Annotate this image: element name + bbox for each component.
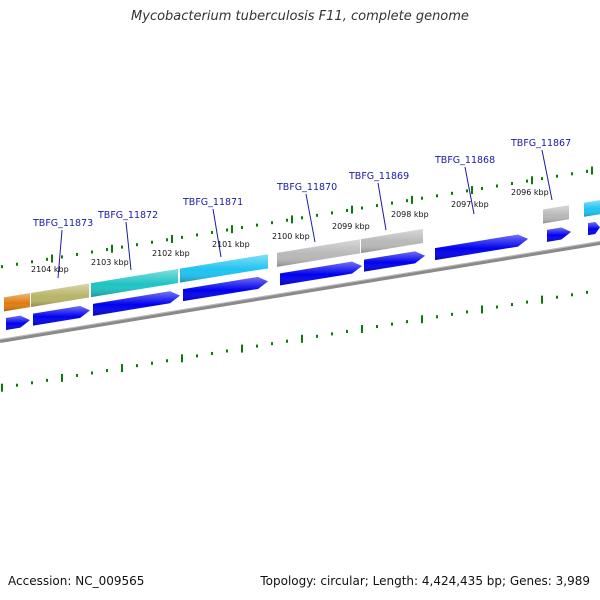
forward-gene-arrow-shading (280, 261, 362, 286)
gene-leader-line (377, 182, 387, 231)
kbp-marker-label: 2101 kbp (212, 240, 250, 249)
gene-label: TBFG_11870 (276, 182, 337, 193)
forward-gene-arrow-shading (588, 221, 600, 236)
cog-segment-shading (4, 293, 30, 312)
gene-leader-line (305, 193, 316, 243)
cog-segment-shading (31, 283, 89, 307)
kbp-marker-label: 2096 kbp (511, 188, 549, 197)
gene-leader-line (464, 166, 475, 215)
genome-backbone (0, 241, 600, 343)
gene-leader-line (541, 149, 553, 201)
kbp-markers: 2104 kbp 2103 kbp 2102 kbp 2101 kbp 2100 kbp… (31, 188, 549, 274)
gene-labels: TBFG_11873 TBFG_11872 TBFG_11871 TBFG_11870… (32, 138, 571, 229)
cog-segment-shading (180, 254, 268, 283)
forward-gene-arrow-shading (547, 227, 571, 242)
cog-segment-shading (277, 239, 360, 267)
forward-gene-arrow-shading (364, 251, 425, 272)
cog-segment-shading (543, 205, 569, 224)
gene-leader-line (125, 221, 132, 271)
gene-leader-line (57, 229, 63, 279)
kbp-marker-label: 2098 kbp (391, 210, 429, 219)
forward-gene-arrow-shading (6, 315, 30, 331)
gene-label: TBFG_11868 (434, 155, 495, 166)
outer-tick-ring (1, 166, 593, 269)
kbp-marker-label: 2097 kbp (451, 200, 489, 209)
cog-segment-shading (361, 229, 423, 254)
gene-label: TBFG_11869 (348, 171, 409, 182)
cog-segment-shading (584, 200, 600, 217)
gene-label: TBFG_11871 (182, 197, 243, 208)
forward-gene-arrow-shading (93, 291, 180, 316)
forward-gene-arrow-shading (183, 276, 268, 302)
kbp-marker-label: 2103 kbp (91, 258, 129, 267)
kbp-marker-label: 2104 kbp (31, 265, 69, 274)
inner-tick-ring (1, 290, 588, 392)
accession-text: Accession: NC_009565 (8, 574, 145, 588)
kbp-marker-label: 2099 kbp (332, 222, 370, 231)
map-title: Mycobacterium tuberculosis F11, complete… (131, 9, 469, 24)
gene-leader-line (212, 208, 222, 258)
kbp-marker-label: 2102 kbp (152, 249, 190, 258)
gene-leader-lines (57, 149, 553, 279)
forward-gene-arrow-shading (33, 305, 90, 326)
genome-summary-text: Topology: circular; Length: 4,424,435 bp… (260, 574, 590, 588)
gene-label: TBFG_11872 (97, 210, 158, 221)
gene-label: TBFG_11873 (32, 218, 93, 229)
cog-segment-shading (91, 268, 178, 298)
forward-gene-arrow-shading (435, 234, 528, 261)
kbp-marker-label: 2100 kbp (272, 232, 310, 241)
gene-label: TBFG_11867 (510, 138, 571, 149)
cog-feature-band (4, 200, 600, 312)
forward-strand-genes (6, 221, 600, 331)
